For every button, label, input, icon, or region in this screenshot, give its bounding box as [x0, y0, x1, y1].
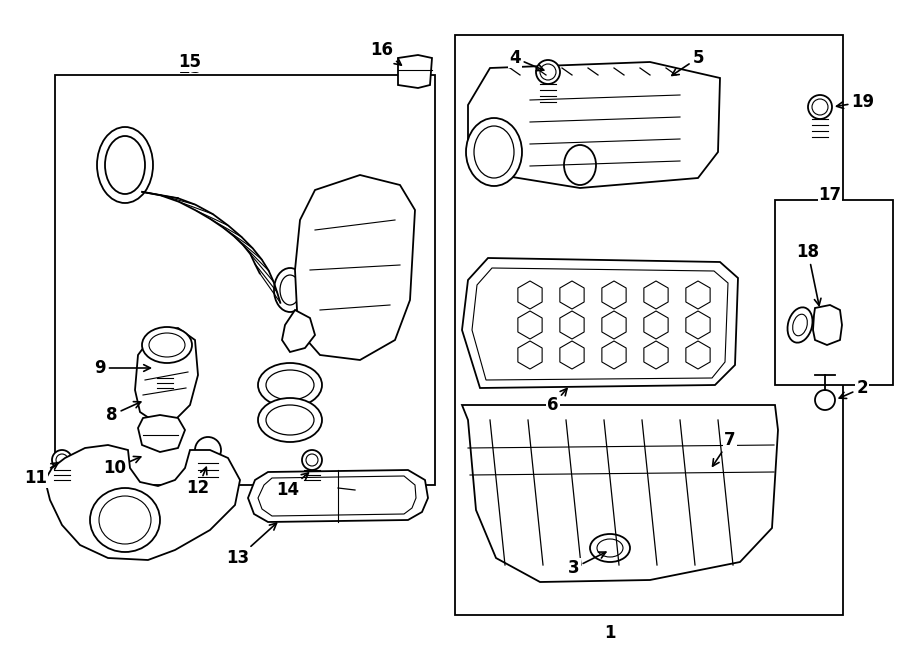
Ellipse shape	[590, 534, 630, 562]
Circle shape	[159, 362, 171, 374]
Polygon shape	[135, 328, 198, 422]
Ellipse shape	[99, 496, 151, 544]
Bar	[775, 200, 893, 385]
Circle shape	[536, 60, 560, 84]
Circle shape	[815, 390, 835, 410]
Text: 12: 12	[186, 467, 210, 497]
Text: 1: 1	[604, 624, 616, 642]
Circle shape	[56, 454, 68, 466]
Polygon shape	[462, 405, 778, 582]
Text: 11: 11	[24, 463, 58, 487]
Circle shape	[306, 454, 318, 466]
Ellipse shape	[258, 363, 322, 407]
Polygon shape	[398, 55, 432, 88]
Text: 18: 18	[796, 243, 821, 305]
Polygon shape	[258, 476, 416, 516]
Ellipse shape	[266, 370, 314, 400]
Polygon shape	[813, 305, 842, 345]
Text: 3: 3	[568, 552, 606, 577]
Ellipse shape	[266, 405, 314, 435]
Text: 15: 15	[177, 59, 202, 77]
Text: 16: 16	[371, 41, 401, 65]
Circle shape	[302, 450, 322, 470]
Ellipse shape	[474, 126, 514, 178]
Ellipse shape	[258, 398, 322, 442]
Text: 8: 8	[106, 402, 140, 424]
Ellipse shape	[274, 268, 306, 312]
Ellipse shape	[280, 275, 300, 305]
Bar	[55, 75, 435, 485]
Ellipse shape	[793, 314, 807, 336]
Ellipse shape	[788, 307, 813, 342]
Polygon shape	[138, 415, 185, 452]
Text: 19: 19	[837, 93, 875, 111]
Circle shape	[195, 437, 221, 463]
Polygon shape	[295, 175, 415, 360]
Text: 1: 1	[604, 624, 617, 642]
Text: 6: 6	[547, 389, 567, 414]
Text: 5: 5	[672, 49, 704, 75]
Ellipse shape	[149, 333, 185, 357]
Ellipse shape	[105, 136, 145, 194]
Polygon shape	[462, 258, 738, 388]
Circle shape	[812, 99, 828, 115]
Ellipse shape	[142, 327, 192, 363]
Text: 17: 17	[815, 186, 841, 204]
Polygon shape	[468, 62, 720, 188]
Text: 4: 4	[509, 49, 544, 71]
Ellipse shape	[466, 118, 522, 186]
Text: 17: 17	[818, 186, 842, 204]
Text: 2: 2	[839, 379, 868, 399]
Circle shape	[808, 95, 832, 119]
Text: 7: 7	[713, 431, 736, 466]
Polygon shape	[282, 310, 315, 352]
Bar	[455, 35, 843, 615]
Circle shape	[540, 64, 556, 80]
Polygon shape	[45, 445, 240, 560]
Polygon shape	[472, 268, 728, 380]
Text: 10: 10	[104, 457, 140, 477]
Ellipse shape	[597, 539, 623, 557]
Ellipse shape	[564, 145, 596, 185]
Text: 15: 15	[178, 53, 202, 71]
Circle shape	[155, 358, 175, 378]
Text: 9: 9	[94, 359, 150, 377]
Text: 14: 14	[276, 473, 309, 499]
Text: 13: 13	[227, 523, 276, 567]
Ellipse shape	[90, 488, 160, 552]
Ellipse shape	[97, 127, 153, 203]
Polygon shape	[248, 470, 428, 522]
Circle shape	[52, 450, 72, 470]
